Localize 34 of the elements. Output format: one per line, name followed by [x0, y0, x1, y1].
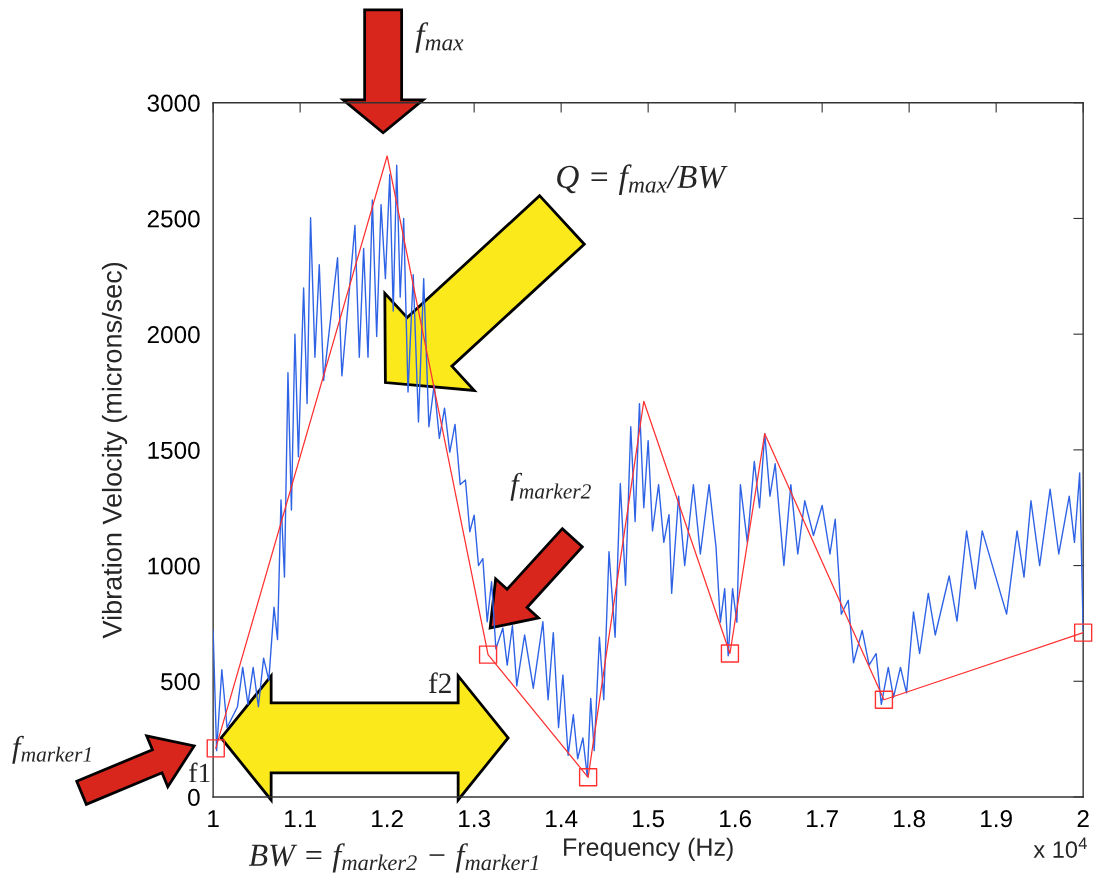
x-tick-label: 1.1 [285, 810, 316, 828]
text: BW = f$_{marker2}$ − f$_{marker1}$ [248, 843, 538, 873]
point [578, 768, 598, 787]
y-tick-label: 1500 [148, 441, 200, 459]
x-tick-label: 1.6 [720, 810, 751, 828]
x-axis-title: Frequency (Hz) [564, 837, 733, 861]
annotation: f2 [428, 672, 451, 693]
y-tick-label: 2000 [147, 326, 200, 344]
x-tick-label: 1.4 [546, 810, 578, 828]
x-tick-label: 2 [1077, 810, 1089, 828]
y-tick-label: 500 [161, 673, 200, 691]
x-tick-label: 1.9 [981, 810, 1012, 828]
x-tick-label: 1.7 [807, 810, 838, 828]
text: f$_{max}$ [415, 22, 464, 53]
x-tick-label: 1.5 [633, 810, 665, 828]
annotation: f$_{marker2}$ [510, 472, 591, 501]
x-tick-label: 1 [208, 810, 219, 828]
y-tick-label: 0 [188, 788, 200, 806]
y-tick-label: 1000 [148, 557, 200, 575]
point [874, 690, 894, 709]
text: x 10$^{4}$ [1033, 837, 1087, 858]
annotation: Q = f$_{max}$/BW [557, 164, 728, 195]
point [478, 645, 498, 664]
text: f1 [189, 762, 210, 783]
x-tick-label: 1.8 [894, 810, 925, 828]
x-tick-label: 1.3 [459, 810, 490, 828]
point [720, 644, 740, 663]
y-tick-label: 2500 [147, 210, 200, 228]
y-axis-title: Vibration Velocity (microns/sec) [101, 262, 128, 639]
point [206, 739, 225, 758]
text: f$_{marker1}$ [12, 735, 91, 764]
point [1073, 623, 1093, 642]
y-tick-label: 3000 [147, 94, 200, 112]
x-tick-label: 1.2 [372, 810, 403, 828]
